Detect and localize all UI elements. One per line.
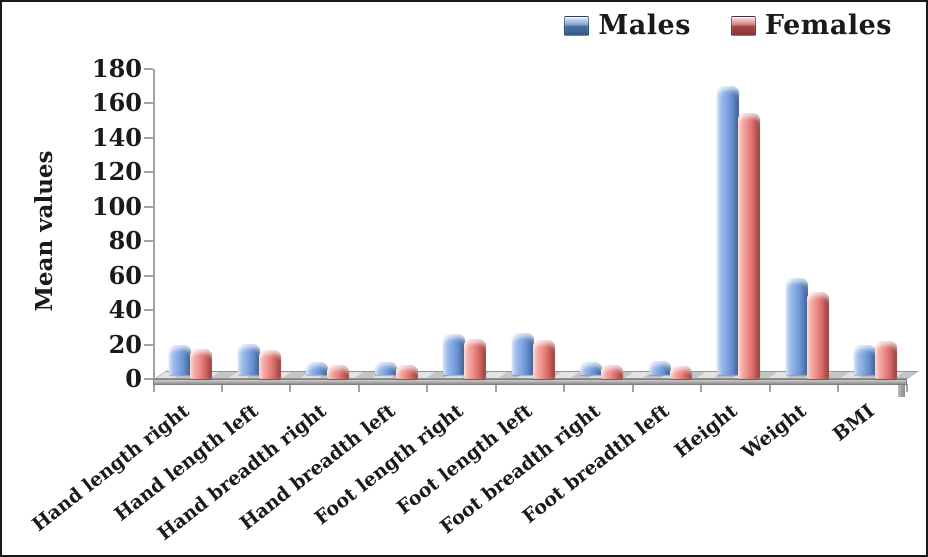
x-tick-mark [700,384,703,392]
bar-females-height [738,113,761,379]
y-tick-label: 140 [91,122,142,152]
legend-label: Females [764,10,892,41]
bar-males-foot-length-right [443,334,466,375]
x-tick-mark [357,384,360,392]
bar-females-hand-breadth-right [327,365,350,379]
y-tick-mark [144,378,153,380]
legend-label: Males [598,10,691,41]
y-tick-mark [144,68,153,70]
legend-marker-females-icon [730,15,756,36]
x-tick-mark [631,384,634,392]
x-tick-mark [837,384,840,392]
y-tick-label: 180 [91,54,142,83]
floor-front-edge [153,379,907,385]
y-tick-label: 120 [91,157,142,187]
legend-item-females: Females [730,10,892,41]
x-tick-mark [906,384,908,392]
legend-item-males: Males [564,10,691,41]
bar-males-height [717,86,740,375]
bar-males-weight [785,278,808,375]
bar-males-hand-breadth-left [374,361,397,375]
y-tick-label: 0 [125,364,142,393]
x-tick-mark [220,384,223,392]
x-tick-mark [494,384,497,392]
bar-females-foot-length-right [464,338,487,379]
bar-males-foot-length-left [511,333,534,375]
legend-marker-males-icon [564,15,590,36]
bar-females-bmi [875,341,898,379]
chart-legend: Males Females [2,10,892,41]
bar-males-hand-length-left [237,343,260,375]
bar-males-foot-breadth-left [648,360,671,375]
bar-females-foot-length-left [532,339,555,379]
bar-males-hand-breadth-right [306,361,329,375]
y-tick-mark [144,205,153,208]
y-tick-mark [144,309,153,312]
y-tick-mark [144,171,153,174]
x-tick-mark [563,384,566,392]
y-tick-mark [144,343,153,346]
y-tick-label: 40 [108,295,142,325]
bar-males-foot-breadth-right [580,361,603,375]
bar-females-foot-breadth-left [669,366,692,379]
bar-females-hand-length-left [258,349,281,379]
y-tick-label: 20 [108,329,142,359]
y-tick-mark [144,136,153,139]
x-tick-mark [768,384,771,392]
y-axis-line [153,69,155,392]
bar-females-hand-length-right [190,349,212,379]
bar-males-bmi [854,344,877,375]
y-tick-mark [144,102,153,105]
y-tick-label: 80 [108,226,142,256]
y-tick-label: 160 [91,88,142,118]
y-tick-mark [144,274,153,277]
y-tick-label: 100 [91,191,142,221]
bar-females-hand-breadth-left [395,365,418,379]
bar-females-weight [806,292,829,379]
x-tick-mark [289,384,292,392]
floor-leg-right [898,385,905,397]
y-tick-label: 60 [108,260,142,290]
y-axis-title: Mean values [31,150,58,312]
y-tick-mark [144,240,153,243]
x-tick-mark [426,384,429,392]
bar-females-foot-breadth-right [601,365,624,379]
bar-males-hand-length-right [169,344,191,375]
